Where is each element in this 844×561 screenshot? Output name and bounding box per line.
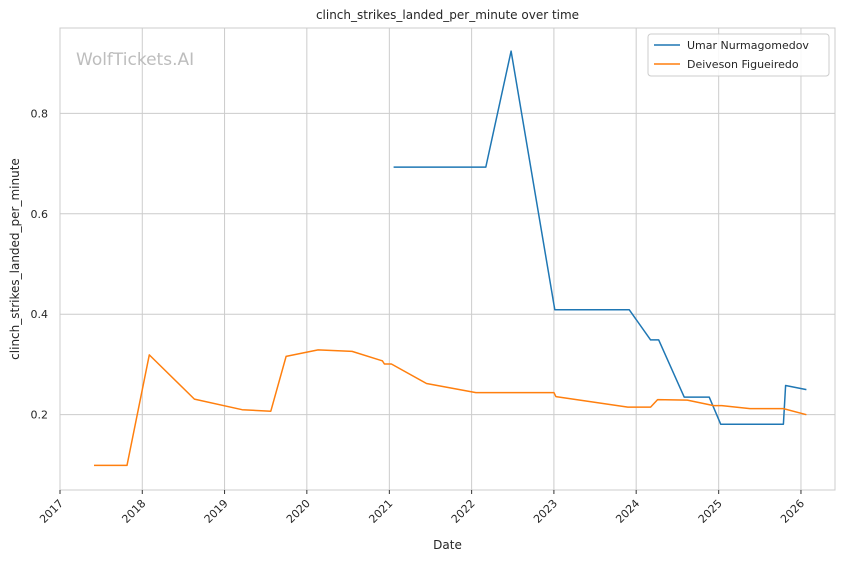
- grid: [59, 28, 835, 490]
- x-axis-title: Date: [433, 538, 462, 552]
- x-tick-label: 2017: [37, 497, 66, 526]
- plot-area-frame: [59, 27, 836, 491]
- y-tick-label: 0.8: [31, 107, 49, 120]
- y-axis-title: clinch_strikes_landed_per_minute: [8, 158, 22, 360]
- x-axis-ticks: 2017 2018 2019 2020 2021 2022 2023 2024 2025 2026: [37, 490, 807, 526]
- x-tick-label: 2018: [119, 497, 148, 526]
- y-tick-label: 0.2: [31, 409, 49, 422]
- x-tick-label: 2022: [449, 497, 478, 526]
- legend: Umar Nurmagomedov Deiveson Figueiredo: [647, 33, 830, 77]
- x-tick-label: 2020: [284, 497, 313, 526]
- series-line-deiveson-figueiredo: [94, 349, 807, 467]
- x-tick-label: 2025: [696, 497, 725, 526]
- series-lines: [94, 50, 807, 467]
- x-tick-label: 2024: [613, 497, 642, 526]
- legend-label-umar: Umar Nurmagomedov: [687, 39, 809, 52]
- x-tick-label: 2019: [202, 497, 231, 526]
- y-axis-ticks: 0.2 0.4 0.6 0.8: [31, 107, 49, 421]
- x-tick-label: 2026: [778, 497, 807, 526]
- y-tick-label: 0.4: [31, 308, 49, 321]
- watermark: WolfTickets.AI: [76, 50, 194, 70]
- legend-label-deiveson: Deiveson Figueiredo: [687, 58, 799, 71]
- x-tick-label: 2021: [366, 497, 395, 526]
- legend-box: [647, 33, 830, 77]
- x-tick-label: 2023: [531, 497, 560, 526]
- chart-title: clinch_strikes_landed_per_minute over ti…: [316, 8, 579, 22]
- y-tick-label: 0.6: [31, 208, 49, 221]
- series-line-umar-nurmagomedov: [393, 50, 807, 425]
